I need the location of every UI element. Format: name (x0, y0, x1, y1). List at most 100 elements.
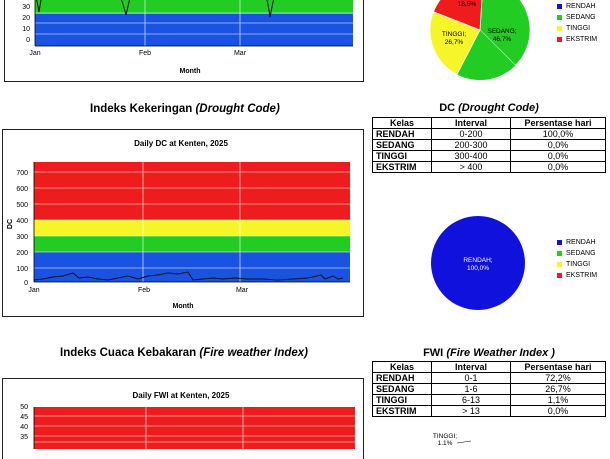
top-pie-ekstrim (432, 0, 483, 31)
top-chart-frame: 30 20 10 0 Jan Feb Mar Month (4, 0, 364, 82)
top-ytick: 30 (22, 4, 30, 11)
dc-chart-title: Daily DC at Kenten, 2025 (134, 139, 228, 148)
fwi-table: Kelas Interval Persentase hari RENDAH 0-… (372, 361, 606, 417)
dc-xtick: Mar (236, 287, 249, 294)
fwi-ytick: 40 (20, 424, 28, 431)
table-cell-persen: 26,7% (510, 383, 606, 395)
fwi-section-title-text: Indeks Cuaca Kebakaran (60, 347, 197, 359)
dc-table-title-italic: (Drought Code) (458, 102, 539, 114)
fwi-section-title: Indeks Cuaca Kebakaran (Fire weather Ind… (60, 347, 308, 359)
legend-swatch (557, 273, 562, 278)
legend-label: TINGGI (566, 261, 591, 268)
dc-band-sedang (34, 236, 350, 252)
legend-swatch (557, 4, 562, 9)
dc-xtick: Jan (28, 287, 39, 294)
legend-swatch (557, 251, 562, 256)
legend-label: SEDANG (566, 14, 596, 21)
top-chart-svg: 30 20 10 0 Jan Feb Mar Month (22, 0, 353, 75)
table-cell-persen: 0,0% (510, 150, 606, 162)
dc-band-ekstrim (34, 162, 350, 220)
table-header-row: Kelas Interval Persentase hari (372, 361, 606, 373)
top-ytick: 0 (26, 37, 30, 44)
dc-table-title-text: DC (439, 102, 456, 114)
table-cell-interval: 0-1 (431, 372, 511, 384)
table-cell-kelas: TINGGI (372, 150, 432, 162)
top-pie-tinggi (429, 11, 481, 75)
top-legend: RENDAH SEDANG TINGGI EKSTRIM (557, 1, 597, 45)
fwi-chart-svg: Daily FWI at Kenten, 2025 50 45 40 35 (20, 391, 355, 452)
legend-swatch (557, 26, 562, 31)
fwi-gridlines (34, 407, 355, 452)
table-cell-persen: 100,0% (510, 128, 606, 140)
dc-band-tinggi (34, 220, 350, 236)
table-header: Kelas (372, 361, 432, 373)
table-row: SEDANG 200-300 0,0% (372, 139, 606, 151)
dc-xtick: Feb (138, 287, 150, 294)
fwi-chart-title: Daily FWI at Kenten, 2025 (133, 391, 230, 400)
fwi-chart-frame: Daily FWI at Kenten, 2025 50 45 40 35 (2, 378, 364, 459)
table-row: EKSTRIM > 13 0,0% (372, 405, 606, 417)
legend-item: TINGGI (557, 259, 597, 270)
legend-item: SEDANG (557, 248, 597, 259)
fwi-pie-leader-line (456, 440, 472, 444)
dc-ytick: 400 (16, 218, 28, 225)
dc-chart-frame: Daily DC at Kenten, 2025 700 600 500 400… (2, 129, 364, 317)
top-pie-sedang (479, 0, 531, 66)
dc-pie: RENDAH; 100,0% (431, 216, 525, 310)
table-cell-interval: > 400 (431, 161, 511, 173)
dc-legend: RENDAH SEDANG TINGGI EKSTRIM (557, 237, 597, 281)
table-row: TINGGI 6-13 1,1% (372, 394, 606, 406)
top-xtick: Feb (139, 50, 151, 57)
top-ytick: 20 (22, 15, 30, 22)
table-header: Kelas (372, 117, 432, 129)
dc-gridlines (34, 162, 350, 282)
legend-item: RENDAH (557, 1, 597, 12)
table-cell-interval: 300-400 (431, 150, 511, 162)
fwi-ytick: 45 (20, 414, 28, 421)
dc-ytick: 500 (16, 202, 28, 209)
table-cell-interval: 6-13 (431, 394, 511, 406)
fwi-pie-label: TINGGI; 1,1% (433, 433, 457, 445)
fwi-table-title: FWI (Fire Weather Index ) (372, 347, 606, 359)
legend-swatch (557, 37, 562, 42)
table-cell-persen: 0,0% (510, 139, 606, 151)
legend-swatch (557, 262, 562, 267)
fwi-ytick: 50 (20, 404, 28, 411)
table-cell-kelas: EKSTRIM (372, 405, 432, 417)
table-cell-interval: 1-6 (431, 383, 511, 395)
table-cell-persen: 1,1% (510, 394, 606, 406)
dc-ytick: 200 (16, 250, 28, 257)
legend-label: RENDAH (566, 239, 596, 246)
legend-item: EKSTRIM (557, 34, 597, 45)
top-xtick: Mar (234, 50, 247, 57)
top-pie-label-ekstrim: 18,5% (458, 1, 477, 8)
table-header: Interval (431, 361, 511, 373)
dc-table: Kelas Interval Persentase hari RENDAH 0-… (372, 117, 606, 173)
table-cell-kelas: TINGGI (372, 394, 432, 406)
fwi-band-ekstrim (34, 407, 355, 452)
table-cell-kelas: RENDAH (372, 372, 432, 384)
fwi-table-title-text: FWI (423, 347, 444, 359)
dc-pie-rendah (431, 216, 525, 310)
table-cell-kelas: SEDANG (372, 139, 432, 151)
top-band-rendah (35, 14, 353, 46)
table-cell-kelas: RENDAH (372, 128, 432, 140)
dc-ytick: 0 (24, 280, 28, 287)
top-ytick: 10 (22, 26, 30, 33)
dc-pie-label: RENDAH; 100,0% (463, 257, 492, 272)
dc-section-title-text: Indeks Kekeringan (90, 103, 193, 115)
dc-ytick: 600 (16, 186, 28, 193)
table-header: Persentase hari (510, 117, 606, 129)
legend-item: SEDANG (557, 12, 597, 23)
top-pie-label-tinggi: TINGGI; 26,7% (442, 31, 466, 46)
top-xtick: Jan (29, 50, 40, 57)
table-cell-kelas: EKSTRIM (372, 161, 432, 173)
legend-label: RENDAH (566, 3, 596, 10)
legend-item: EKSTRIM (557, 270, 597, 281)
dc-chart-svg: Daily DC at Kenten, 2025 700 600 500 400… (7, 139, 350, 310)
top-pie: 18,5% TINGGI; 26,7% SEDANG; 46,7% (429, 0, 531, 81)
fwi-ytick: 35 (20, 434, 28, 441)
table-cell-interval: > 13 (431, 405, 511, 417)
dc-series-line (33, 271, 344, 281)
legend-label: EKSTRIM (566, 272, 598, 279)
